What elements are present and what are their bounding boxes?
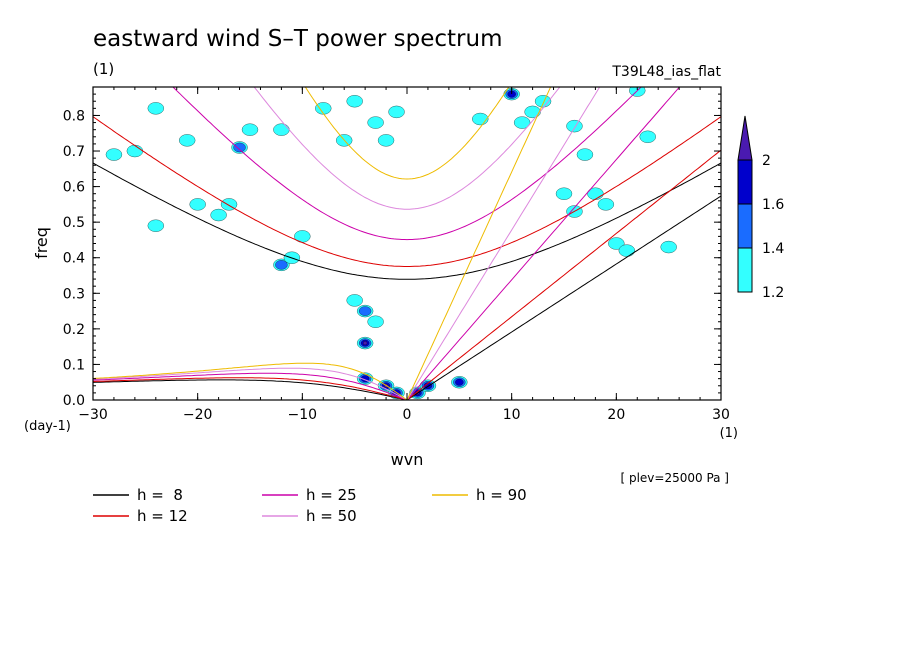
power-blob-40-l0 [388, 105, 405, 119]
power-blob-23-l0 [367, 116, 384, 129]
colorbar-label-0: 1.2 [762, 285, 784, 301]
power-blob-19-l0 [126, 144, 144, 158]
x-tick-label-1: −20 [183, 407, 213, 423]
kelvin-curve-h90 [406, 87, 552, 400]
power-blob-32-l0 [608, 237, 625, 250]
y-tick-label-4: 0.4 [63, 251, 85, 267]
power-blob-0-l3 [362, 341, 368, 346]
ig-curve-h8 [93, 162, 721, 280]
power-blob-22-l0 [346, 95, 363, 108]
y-tick-label-8: 0.8 [63, 108, 85, 124]
power-blob-26-l0 [524, 105, 541, 119]
dispersion-curves [93, 87, 721, 400]
power-blob-43-l0 [210, 208, 227, 222]
power-blob-45-l0 [472, 112, 489, 126]
power-blob-6-l2 [455, 378, 464, 386]
y-tick-label-3: 0.3 [63, 286, 85, 302]
power-blob-34-l0 [660, 240, 677, 254]
colorbar-segment-0 [737, 247, 753, 293]
kelvin-curve-h50 [406, 87, 601, 400]
y-tick-label-1: 0.1 [63, 357, 85, 373]
power-blob-39-l0 [513, 116, 531, 129]
y-tick-label-5: 0.5 [63, 215, 85, 231]
power-blob-21-l0 [315, 102, 332, 115]
y-tick-label-0: 0.0 [63, 393, 85, 409]
x-tick-label-0: −30 [78, 407, 108, 423]
colorbar-label-1: 1.4 [762, 241, 784, 257]
power-blob-8-l0 [346, 294, 363, 307]
legend-label-h90: h = 90 [476, 486, 527, 504]
power-blob-18-l0 [147, 102, 164, 115]
colorbar-arrow [737, 115, 753, 161]
kelvin-curve-h8 [406, 195, 721, 400]
power-blob-33-l0 [618, 244, 635, 257]
y-axis: 0.0 0.1 0.2 0.3 0.4 0.5 0.6 0.7 0.8 [63, 93, 721, 409]
power-contours [105, 87, 677, 400]
chart-title: eastward wind S–T power spectrum [93, 26, 503, 52]
power-blob-15-l0 [241, 123, 259, 136]
power-blob-29-l0 [576, 148, 594, 161]
y-unit-label: (day-1) [24, 419, 71, 434]
rossby-curve-h50 [93, 367, 408, 400]
colorbar-segment-1 [737, 203, 753, 249]
rossby-curve-h25 [93, 372, 408, 400]
power-blob-17-l0 [189, 198, 206, 211]
colorbar-label-2: 1.6 [762, 197, 784, 213]
y-axis-label: freq [32, 227, 51, 259]
power-blob-9-l0 [367, 315, 384, 328]
x-axis-label: wvn [391, 450, 424, 469]
y-tick-label-6: 0.6 [63, 180, 85, 196]
rossby-curve-h8 [93, 379, 408, 400]
kelvin-curve-h25 [406, 87, 681, 400]
power-blob-14-l1 [233, 142, 246, 153]
power-blob-24-l0 [377, 134, 395, 147]
x-tick-label-2: −10 [288, 407, 318, 423]
x-unit-label: (1) [720, 426, 738, 441]
colorbar: 1.2 1.4 1.6 2 [737, 115, 784, 301]
legend: h = 8 h = 12 h = 25 h = 50 h = 90 [93, 486, 527, 525]
x-tick-label-3: 0 [403, 407, 412, 423]
x-tick-label-4: 10 [503, 407, 521, 423]
x-axis: −30 −20 −10 0 10 20 30 [78, 87, 730, 423]
power-blob-20-l0 [105, 148, 123, 161]
rossby-curve-h90 [93, 362, 408, 400]
power-blob-31-l0 [597, 198, 615, 211]
power-blob-28-l0 [566, 119, 583, 133]
x-tick-label-6: 30 [712, 407, 730, 423]
legend-label-h12: h = 12 [137, 507, 188, 525]
ig-curve-h50 [253, 87, 561, 210]
power-blob-36-l0 [639, 130, 656, 143]
rossby-curve-h12 [93, 377, 408, 400]
kelvin-curve-h12 [406, 149, 721, 400]
ig-curve-h90 [304, 87, 510, 180]
y-tick-label-7: 0.7 [63, 144, 85, 160]
colorbar-segment-2 [737, 159, 753, 205]
legend-label-h50: h = 50 [306, 507, 357, 525]
y-tick-label-2: 0.2 [63, 322, 85, 338]
x-tick-label-5: 20 [607, 407, 625, 423]
power-blob-27-l0 [534, 95, 552, 108]
power-blob-42-l0 [147, 219, 164, 232]
legend-label-h25: h = 25 [306, 486, 357, 504]
colorbar-label-3: 2 [762, 153, 771, 169]
power-blob-7-l1 [358, 306, 372, 316]
ig-curve-h25 [172, 87, 642, 241]
power-blob-10-l1 [275, 260, 288, 270]
plot-frame [92, 86, 722, 401]
ig-curve-h12 [93, 116, 721, 267]
chart-subtitle: (1) [93, 60, 114, 78]
power-blob-37-l0 [555, 187, 573, 200]
legend-label-h8: h = 8 [137, 486, 183, 504]
level-note: [ plev=25000 Pa ] [620, 471, 729, 485]
power-blob-41-l0 [179, 134, 196, 147]
run-label: T39L48_ias_flat [611, 64, 721, 80]
power-blob-16-l0 [273, 123, 290, 136]
